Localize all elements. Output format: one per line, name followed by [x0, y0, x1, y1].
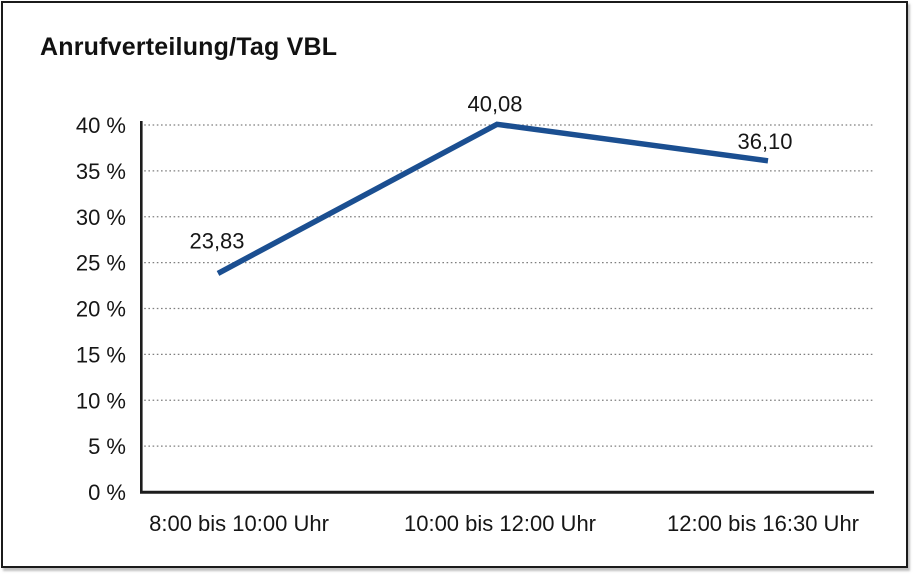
chart-title: Anrufverteilung/Tag VBL: [40, 33, 338, 61]
series-line: [216, 121, 769, 276]
data-point-label: 23,83: [189, 228, 244, 253]
x-axis-label: 12:00 bis 16:30 Uhr: [667, 511, 859, 536]
y-axis-tick-label: 25 %: [76, 251, 126, 276]
y-axis-tick-label: 15 %: [76, 342, 126, 367]
data-point-label: 36,10: [737, 129, 792, 154]
data-point-label: 40,08: [467, 91, 522, 116]
y-axis-tick-label: 10 %: [76, 388, 126, 413]
y-axis-tick-label: 35 %: [76, 159, 126, 184]
y-axis-tick-label: 0 %: [88, 480, 126, 505]
chart-frame: [1, 1, 908, 568]
x-axis-label: 10:00 bis 12:00 Uhr: [404, 511, 596, 536]
y-axis-tick-label: 5 %: [88, 434, 126, 459]
x-axis-label: 8:00 bis 10:00 Uhr: [149, 511, 329, 536]
y-axis-tick-label: 20 %: [76, 297, 126, 322]
y-axis-tick-label: 30 %: [76, 205, 126, 230]
y-axis-tick-label: 40 %: [76, 113, 126, 138]
